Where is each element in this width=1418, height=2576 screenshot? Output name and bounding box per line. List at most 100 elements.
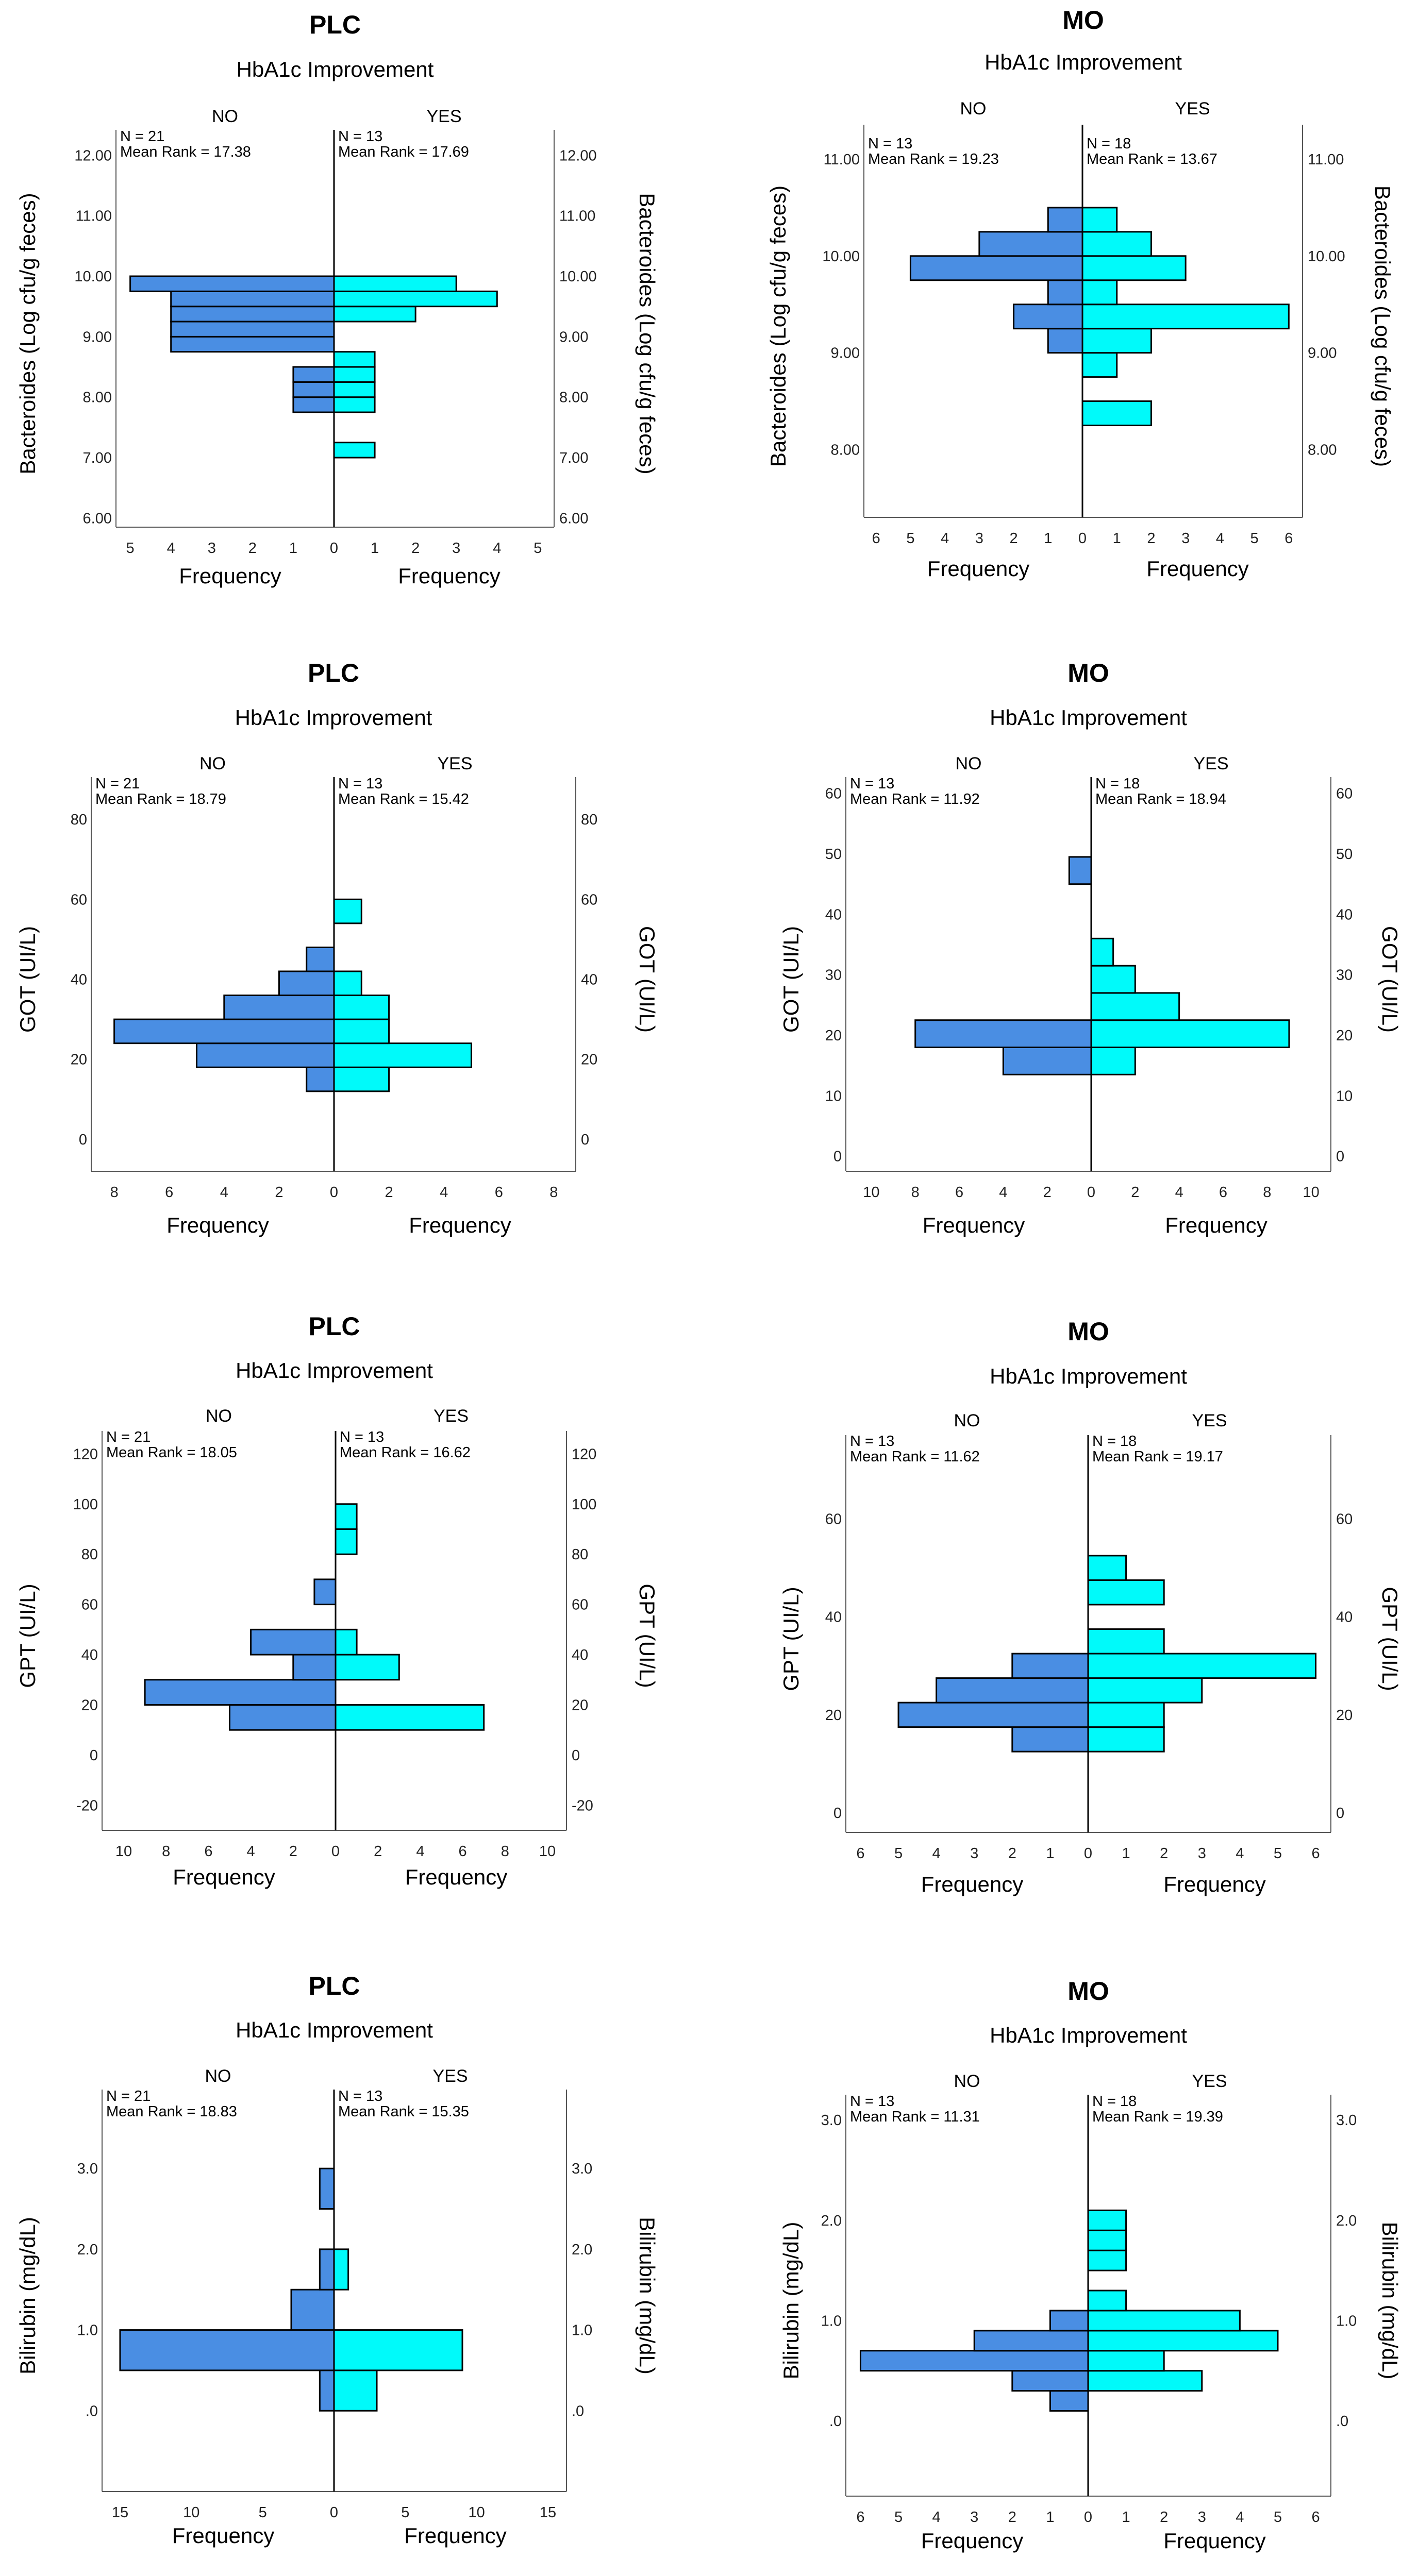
bar-no [859, 2350, 1089, 2372]
bar-yes [333, 290, 498, 308]
xtick: 10 [183, 2504, 199, 2521]
xtick: 3 [975, 530, 983, 547]
xtick: 4 [1175, 1184, 1183, 1201]
xlabel-left: Frequency [172, 2523, 274, 2548]
right-stat-line: Mean Rank = 19.17 [1092, 1449, 1223, 1465]
ytick-left: 40 [71, 972, 87, 988]
xlabel-right: Frequency [409, 1213, 511, 1237]
xtick: 4 [932, 2509, 941, 2526]
bar-yes [1081, 304, 1290, 330]
xtick: 1 [1046, 2509, 1054, 2526]
right-group-label: YES [1175, 99, 1210, 119]
xtick: 0 [330, 540, 338, 557]
ytick-left: 50 [825, 846, 842, 863]
xtick: 6 [1219, 1184, 1227, 1201]
ytick-left: .0 [829, 2413, 842, 2430]
left-stat-line: N = 13 [850, 776, 894, 792]
ytick-left: 1.0 [821, 2313, 842, 2329]
panel-subtitle: HbA1c Improvement [990, 2023, 1187, 2047]
xtick: 8 [1263, 1184, 1271, 1201]
right-stat-line: Mean Rank = 15.42 [338, 791, 469, 807]
ytick-right: 20 [1336, 1707, 1353, 1724]
left-stat-line: Mean Rank = 18.05 [106, 1444, 237, 1461]
panel-subtitle: HbA1c Improvement [236, 2018, 433, 2042]
xtick: 5 [1250, 530, 1259, 547]
right-stat-line: Mean Rank = 13.67 [1087, 151, 1217, 167]
bar-yes [333, 898, 362, 924]
left-stat-line: N = 13 [868, 136, 912, 152]
xlabel-right: Frequency [1163, 1872, 1265, 1896]
xlabel-left: Frequency [179, 564, 281, 588]
bar-no [914, 1019, 1092, 1048]
xtick: 2 [374, 1843, 382, 1860]
ytick-left: 20 [825, 1028, 842, 1044]
ytick-left: 2.0 [821, 2213, 842, 2229]
ytick-right: 0 [1336, 1149, 1344, 1165]
right-stat-line: N = 13 [338, 776, 382, 792]
xtick: 1 [1122, 1845, 1130, 1862]
right-stat-line: Mean Rank = 15.35 [338, 2103, 469, 2120]
bar-no [306, 1066, 335, 1092]
bar-yes [1081, 207, 1118, 233]
xtick: 0 [330, 1184, 338, 1201]
xtick: 4 [932, 1845, 941, 1862]
left-group-label: NO [199, 754, 226, 773]
xtick: 0 [1084, 2509, 1092, 2526]
xtick: 10 [469, 2504, 485, 2521]
ytick-left: 20 [825, 1707, 842, 1724]
ytick-right: 1.0 [1336, 2313, 1357, 2329]
xtick: 8 [549, 1184, 558, 1201]
ytick-right: 50 [1336, 846, 1353, 863]
xtick: 1 [1122, 2509, 1130, 2526]
ytick-left: 9.00 [83, 329, 112, 345]
ytick-left: 40 [825, 906, 842, 923]
ytick-left: 40 [825, 1609, 842, 1626]
xtick: 1 [289, 540, 297, 557]
bar-no [170, 290, 335, 308]
right-group-label: YES [433, 1406, 469, 1426]
bar-no [319, 2248, 335, 2291]
ylabel-left: Bacteroides (Log cfu/g feces) [15, 193, 40, 474]
ytick-right: 60 [1336, 1511, 1353, 1528]
bar-no [170, 321, 335, 338]
bar-yes [1087, 1653, 1317, 1679]
ylabel-left: GPT (UI/L) [779, 1587, 803, 1691]
bar-no [978, 231, 1083, 257]
left-stat-line: Mean Rank = 11.31 [850, 2109, 980, 2125]
bar-no [313, 1578, 337, 1606]
xtick: 10 [1303, 1184, 1319, 1201]
ytick-right: 9.00 [559, 329, 588, 345]
ytick-right: .0 [1336, 2413, 1348, 2430]
ytick-right: 80 [572, 1546, 588, 1563]
ytick-left: 10.00 [822, 248, 860, 265]
xtick: 1 [371, 540, 379, 557]
left-group-label: NO [206, 1406, 232, 1426]
ytick-left: 2.0 [77, 2242, 98, 2258]
xlabel-right: Frequency [1146, 557, 1248, 581]
ylabel-right: GOT (UI/L) [1378, 926, 1402, 1033]
xlabel-left: Frequency [166, 1213, 269, 1237]
bar-no [1047, 328, 1083, 354]
bar-no [196, 1042, 335, 1068]
ytick-left: 0 [833, 1149, 842, 1165]
ytick-right: 20 [572, 1697, 588, 1713]
ylabel-right: GOT (UI/L) [635, 926, 659, 1033]
xtick: 4 [416, 1843, 424, 1860]
left-stat-line: Mean Rank = 11.92 [850, 791, 980, 807]
xlabel-right: Frequency [404, 2523, 506, 2548]
bar-no [1002, 1046, 1092, 1075]
left-stat-line: N = 13 [850, 1433, 894, 1450]
left-stat-line: Mean Rank = 18.79 [95, 791, 226, 807]
bar-yes [1087, 1579, 1165, 1606]
xtick: 5 [401, 2504, 409, 2521]
left-stat-line: Mean Rank = 17.38 [120, 144, 251, 160]
ytick-left: 60 [825, 786, 842, 802]
ytick-left: 6.00 [83, 510, 112, 527]
ytick-right: 10.00 [1308, 248, 1345, 265]
xtick: 3 [970, 1845, 978, 1862]
ytick-left: 120 [73, 1446, 98, 1462]
bar-yes [1081, 352, 1118, 378]
